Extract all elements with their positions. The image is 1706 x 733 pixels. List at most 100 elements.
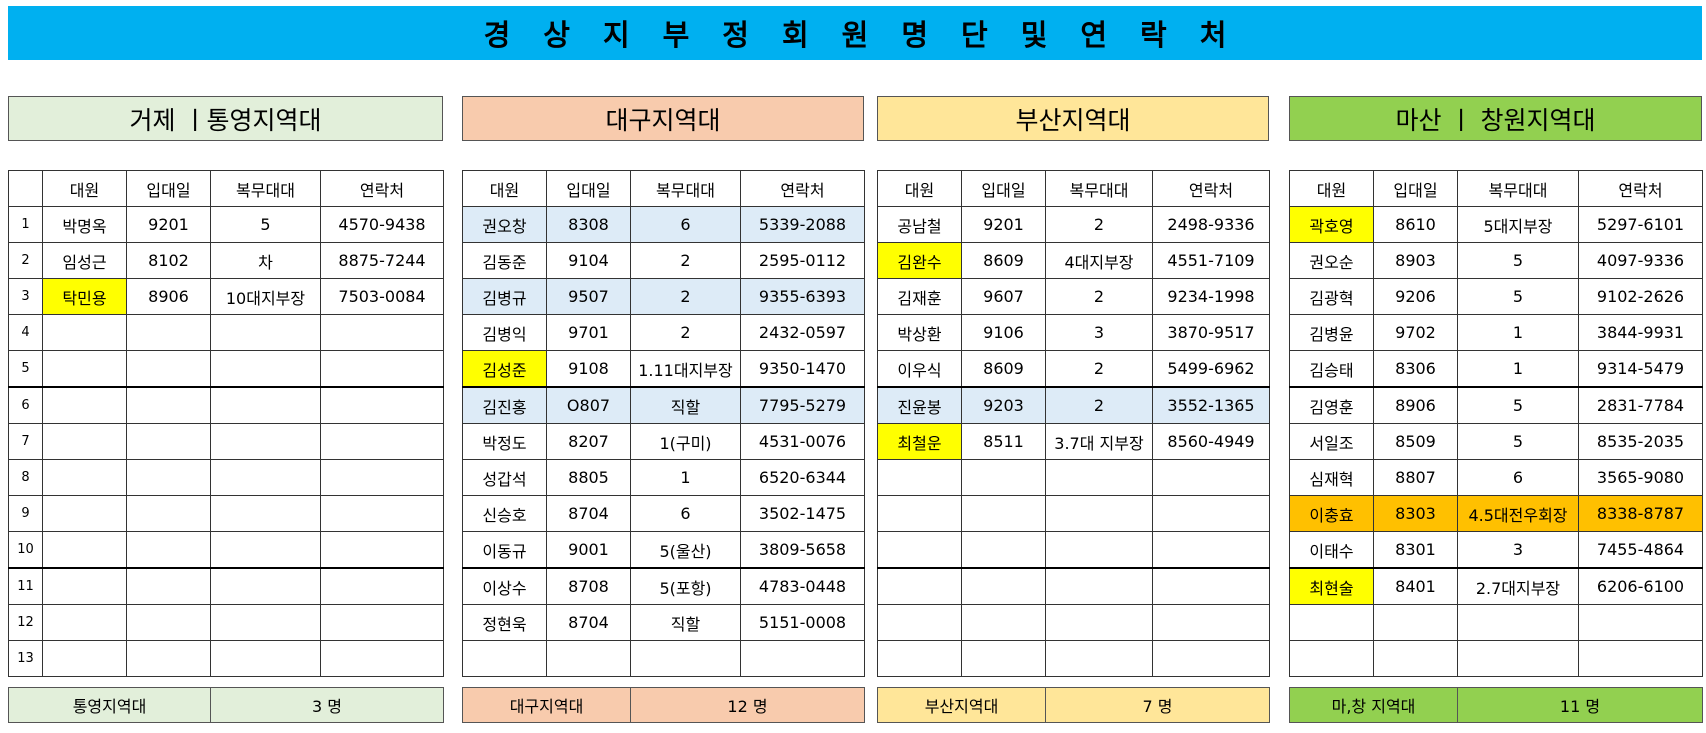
enlist-date: 8511 bbox=[961, 423, 1046, 460]
table-row: 1 박명옥 9201 5 4570-9438 bbox=[8, 206, 444, 243]
enlist-date bbox=[126, 495, 211, 532]
battalion bbox=[210, 314, 321, 351]
member-name: 김동준 bbox=[462, 242, 547, 279]
enlist-date bbox=[961, 567, 1046, 605]
col-header-unit: 복무대대 bbox=[210, 170, 321, 207]
phone: 4097-9336 bbox=[1578, 242, 1703, 279]
phone bbox=[1152, 459, 1270, 496]
phone: 8875-7244 bbox=[320, 242, 444, 279]
table-row: 심재혁 8807 6 3565-9080 bbox=[1289, 459, 1703, 496]
phone: 3565-9080 bbox=[1578, 459, 1703, 496]
phone bbox=[1152, 531, 1270, 569]
col-header-date: 입대일 bbox=[1373, 170, 1458, 207]
summary-busan: 부산지역대 7 명 bbox=[877, 687, 1270, 723]
roster-table-daegu: 대원 입대일 복무대대 연락처 권오창 8308 6 5339-2088 김동준 910… bbox=[462, 170, 865, 677]
phone bbox=[1152, 567, 1270, 605]
table-row: 서일조 8509 5 8535-2035 bbox=[1289, 423, 1703, 460]
table-row: 권오창 8308 6 5339-2088 bbox=[462, 206, 865, 243]
enlist-date: 8301 bbox=[1373, 531, 1458, 569]
col-header-unit: 복무대대 bbox=[1045, 170, 1153, 207]
phone: 9234-1998 bbox=[1152, 278, 1270, 315]
page-title: 경상지부정회원명단및연락처 bbox=[483, 18, 1260, 52]
member-name bbox=[1289, 604, 1374, 641]
summary-count: 12 명 bbox=[630, 687, 865, 723]
battalion bbox=[1045, 604, 1153, 641]
table-row: 김영훈 8906 5 2831-7784 bbox=[1289, 386, 1703, 424]
table-row: 성갑석 8805 1 6520-6344 bbox=[462, 459, 865, 496]
battalion bbox=[1457, 640, 1579, 677]
enlist-date: 8805 bbox=[546, 459, 631, 496]
member-name bbox=[877, 459, 962, 496]
table-row: 공남철 9201 2 2498-9336 bbox=[877, 206, 1270, 243]
battalion bbox=[1045, 459, 1153, 496]
summary-label: 부산지역대 bbox=[877, 687, 1046, 723]
battalion: 4.5대전우회장 bbox=[1457, 495, 1579, 532]
col-header-name: 대원 bbox=[1289, 170, 1374, 207]
phone: 4551-7109 bbox=[1152, 242, 1270, 279]
member-name: 김진홍 bbox=[462, 386, 547, 424]
enlist-date: 8609 bbox=[961, 350, 1046, 388]
phone bbox=[320, 459, 444, 496]
phone: 3502-1475 bbox=[740, 495, 865, 532]
enlist-date: 8807 bbox=[1373, 459, 1458, 496]
col-header-phone: 연락처 bbox=[740, 170, 865, 207]
battalion: 2 bbox=[1045, 206, 1153, 243]
row-number: 1 bbox=[8, 206, 43, 243]
battalion: 직할 bbox=[630, 604, 741, 641]
row-number: 9 bbox=[8, 495, 43, 532]
table-header-row: 대원 입대일 복무대대 연락처 bbox=[877, 170, 1270, 207]
table-row: 3 탁민용 8906 10대지부장 7503-0084 bbox=[8, 278, 444, 315]
enlist-date: 8207 bbox=[546, 423, 631, 460]
member-name: 권오창 bbox=[462, 206, 547, 243]
member-name bbox=[42, 495, 127, 532]
member-name: 서일조 bbox=[1289, 423, 1374, 460]
row-number: 11 bbox=[8, 567, 43, 605]
enlist-date bbox=[126, 531, 211, 569]
table-row: 권오순 8903 5 4097-9336 bbox=[1289, 242, 1703, 279]
table-header-row: 대원 입대일 복무대대 연락처 bbox=[1289, 170, 1703, 207]
enlist-date: 8704 bbox=[546, 495, 631, 532]
row-number: 7 bbox=[8, 423, 43, 460]
summary-tongyeong: 통영지역대 3 명 bbox=[8, 687, 444, 723]
row-number: 6 bbox=[8, 386, 43, 424]
enlist-date: 8708 bbox=[546, 567, 631, 605]
battalion bbox=[1045, 567, 1153, 605]
battalion bbox=[210, 459, 321, 496]
enlist-date: 8303 bbox=[1373, 495, 1458, 532]
col-header-phone: 연락처 bbox=[1152, 170, 1270, 207]
battalion bbox=[210, 640, 321, 677]
battalion: 5 bbox=[1457, 423, 1579, 460]
col-header-phone: 연락처 bbox=[320, 170, 444, 207]
battalion: 2 bbox=[630, 278, 741, 315]
phone: 2831-7784 bbox=[1578, 386, 1703, 424]
member-name: 이태수 bbox=[1289, 531, 1374, 569]
enlist-date: 8401 bbox=[1373, 567, 1458, 605]
phone: 9314-5479 bbox=[1578, 350, 1703, 388]
member-name: 탁민용 bbox=[42, 278, 127, 315]
member-name: 박정도 bbox=[462, 423, 547, 460]
member-name bbox=[877, 567, 962, 605]
enlist-date: 8609 bbox=[961, 242, 1046, 279]
battalion: 6 bbox=[630, 495, 741, 532]
table-row: 이우식 8609 2 5499-6962 bbox=[877, 350, 1270, 388]
summary-label: 마,창 지역대 bbox=[1289, 687, 1458, 723]
row-number: 8 bbox=[8, 459, 43, 496]
battalion: 6 bbox=[630, 206, 741, 243]
phone: 5339-2088 bbox=[740, 206, 865, 243]
summary-label: 대구지역대 bbox=[462, 687, 631, 723]
member-name: 정현욱 bbox=[462, 604, 547, 641]
member-name: 김승태 bbox=[1289, 350, 1374, 388]
battalion: 1 bbox=[630, 459, 741, 496]
table-row: 이동규 9001 5(울산) 3809-5658 bbox=[462, 531, 865, 569]
table-row: 김병윤 9702 1 3844-9931 bbox=[1289, 314, 1703, 351]
table-header-row: 대원 입대일 복무대대 연락처 bbox=[462, 170, 865, 207]
battalion: 직할 bbox=[630, 386, 741, 424]
phone: 8338-8787 bbox=[1578, 495, 1703, 532]
enlist-date: 9203 bbox=[961, 386, 1046, 424]
table-row: 5 bbox=[8, 350, 444, 388]
enlist-date: 9206 bbox=[1373, 278, 1458, 315]
battalion: 3 bbox=[1457, 531, 1579, 569]
enlist-date bbox=[961, 640, 1046, 677]
member-name bbox=[42, 459, 127, 496]
battalion: 5 bbox=[1457, 386, 1579, 424]
